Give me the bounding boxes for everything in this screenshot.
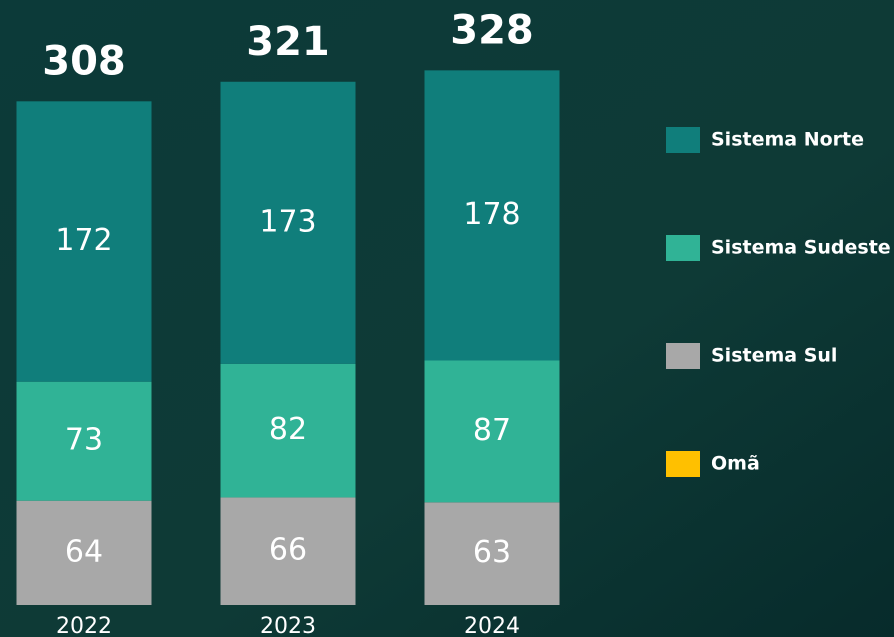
bar-segment (16, 381, 152, 501)
legend-swatch (666, 127, 700, 153)
total-label: 308 (42, 38, 126, 84)
legend-swatch (666, 343, 700, 369)
bar-segment (16, 101, 152, 382)
legend-label: Sistema Norte (711, 129, 864, 151)
legend-label: Sistema Sul (711, 345, 837, 367)
value-label: 73 (65, 423, 103, 458)
value-label: 66 (269, 533, 307, 568)
bar-segment (220, 363, 356, 498)
total-label: 328 (450, 7, 534, 53)
value-label: 82 (269, 412, 307, 447)
value-label: 172 (55, 223, 112, 258)
value-label: 87 (473, 413, 511, 448)
legend-swatch (666, 451, 700, 477)
legend-label: Omã (711, 453, 760, 475)
total-label: 321 (246, 19, 330, 65)
bar-segment (424, 502, 560, 605)
bar-segment (16, 500, 152, 605)
value-label: 178 (463, 197, 520, 232)
value-label: 63 (473, 535, 511, 570)
x-tick-label: 2024 (464, 614, 520, 637)
legend-label: Sistema Sudeste (711, 237, 891, 259)
value-label: 173 (259, 204, 316, 239)
bar-segment (220, 497, 356, 605)
bar-segment (220, 81, 356, 364)
x-tick-label: 2022 (56, 614, 112, 637)
x-tick-label: 2023 (260, 614, 316, 637)
legend-swatch (666, 235, 700, 261)
bar-segment (424, 70, 560, 361)
value-label: 64 (65, 534, 103, 569)
bar-segment (424, 360, 560, 503)
